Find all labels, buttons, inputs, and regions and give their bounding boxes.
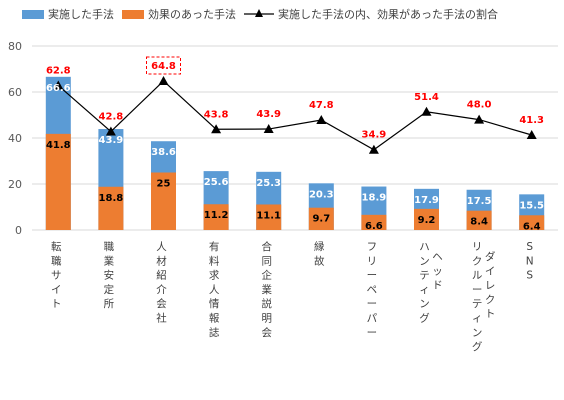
effective-value-label: 11.2: [204, 210, 229, 221]
legend-marker-ratio: [255, 9, 263, 17]
implemented-value-label: 25.3: [256, 178, 281, 189]
effective-value-label: 8.4: [470, 217, 488, 228]
ratio-value-label: 34.9: [362, 130, 387, 141]
ratio-marker: [211, 124, 222, 134]
effective-value-label: 25: [157, 179, 171, 190]
ratio-value-label: 64.8: [151, 61, 176, 72]
legend-swatch-effective: [122, 10, 144, 19]
x-category-label: 有料求人情報誌: [209, 240, 220, 339]
bar-effective: [361, 214, 387, 230]
x-category-label-cont: ヘッド: [432, 251, 443, 292]
x-category-label: 職業安定所: [104, 241, 115, 310]
ratio-line-series: [53, 75, 537, 154]
implemented-value-label: 17.9: [414, 195, 439, 206]
legend: 実施した手法 効果のあった手法 実施した手法の内、効果があった手法の割合: [22, 7, 498, 21]
legend-label-implemented: 実施した手法: [48, 7, 114, 21]
implemented-value-label: 18.9: [362, 193, 387, 204]
y-tick-label: 60: [8, 86, 22, 99]
bar-effective: [45, 133, 71, 230]
implemented-value-label: 15.5: [519, 200, 544, 211]
x-category-label: ハンティング: [419, 241, 430, 325]
y-axis: 0 20 40 60 80: [8, 40, 22, 237]
legend-label-effective: 効果のあった手法: [148, 7, 236, 21]
effective-value-label: 9.7: [312, 214, 330, 225]
ratio-marker: [316, 115, 327, 125]
effective-value-label: 11.1: [256, 210, 281, 221]
ratio-value-label: 48.0: [467, 100, 492, 111]
effective-value-label: 41.8: [46, 140, 71, 151]
highlight-box: [146, 56, 181, 75]
y-tick-label: 0: [15, 224, 22, 237]
ratio-value-label: 47.8: [309, 100, 334, 111]
y-tick-label: 40: [8, 132, 22, 145]
ratio-value-label: 43.8: [204, 109, 229, 120]
ratio-line: [57, 80, 532, 151]
ratio-value-label: 41.3: [519, 115, 544, 126]
implemented-value-label: 43.9: [99, 135, 124, 146]
effective-value-label: 6.4: [523, 221, 541, 232]
bar-effective: [98, 186, 124, 230]
bars: [45, 76, 545, 230]
implemented-value-label: 25.6: [204, 177, 229, 188]
ratio-value-label: 43.9: [256, 109, 281, 120]
ratio-value-label: 62.8: [46, 66, 71, 77]
ratio-marker: [526, 130, 537, 140]
ratio-marker: [263, 124, 274, 134]
effective-value-label: 6.6: [365, 221, 383, 232]
ratio-marker: [158, 75, 169, 85]
bar-effective: [203, 204, 229, 230]
x-category-label: リクルーティング: [472, 241, 483, 353]
effective-value-label: 18.8: [99, 193, 124, 204]
implemented-value-label: 20.3: [309, 189, 334, 200]
ratio-marker: [53, 80, 64, 90]
y-tick-label: 20: [8, 178, 22, 191]
ratio-marker: [368, 144, 379, 154]
x-category-label: 人材紹介会社: [156, 241, 167, 325]
y-tick-label: 80: [8, 40, 22, 53]
x-category-label: 転職サイト: [51, 241, 62, 310]
x-category-label: 合同企業説明会: [261, 240, 272, 339]
ratio-value-label: 42.8: [99, 112, 124, 123]
legend-swatch-implemented: [22, 10, 44, 19]
x-category-label: フリーペーパー: [367, 241, 378, 339]
ratio-marker: [105, 126, 116, 136]
bar-effective: [256, 204, 282, 230]
data-labels: 66.6 43.9 38.6 25.6 25.3 20.3 18.9 17.9 17.5 15.5…: [46, 56, 544, 232]
x-category-label: 縁故: [314, 240, 325, 267]
implemented-value-label: 38.6: [151, 147, 176, 158]
implemented-value-label: 17.5: [467, 196, 492, 207]
bar-effective: [519, 215, 545, 230]
ratio-marker: [474, 114, 485, 124]
bar-effective: [414, 208, 439, 230]
ratio-value-label: 51.4: [414, 92, 439, 103]
legend-label-ratio: 実施した手法の内、効果があった手法の割合: [278, 7, 498, 21]
x-axis: 転職サイト 職業安定所 人材紹介会社 有料求人情報誌 合同企業説明会 縁故 フリーペーパー ハ…: [51, 240, 534, 353]
bar-effective: [308, 207, 334, 230]
effective-value-label: 9.2: [418, 215, 436, 226]
implemented-value-label: 66.6: [46, 83, 71, 94]
x-category-label-cont: ダイレクト: [485, 250, 496, 320]
bar-effective: [151, 172, 176, 230]
bar-effective: [466, 210, 492, 230]
ratio-marker: [421, 106, 432, 116]
